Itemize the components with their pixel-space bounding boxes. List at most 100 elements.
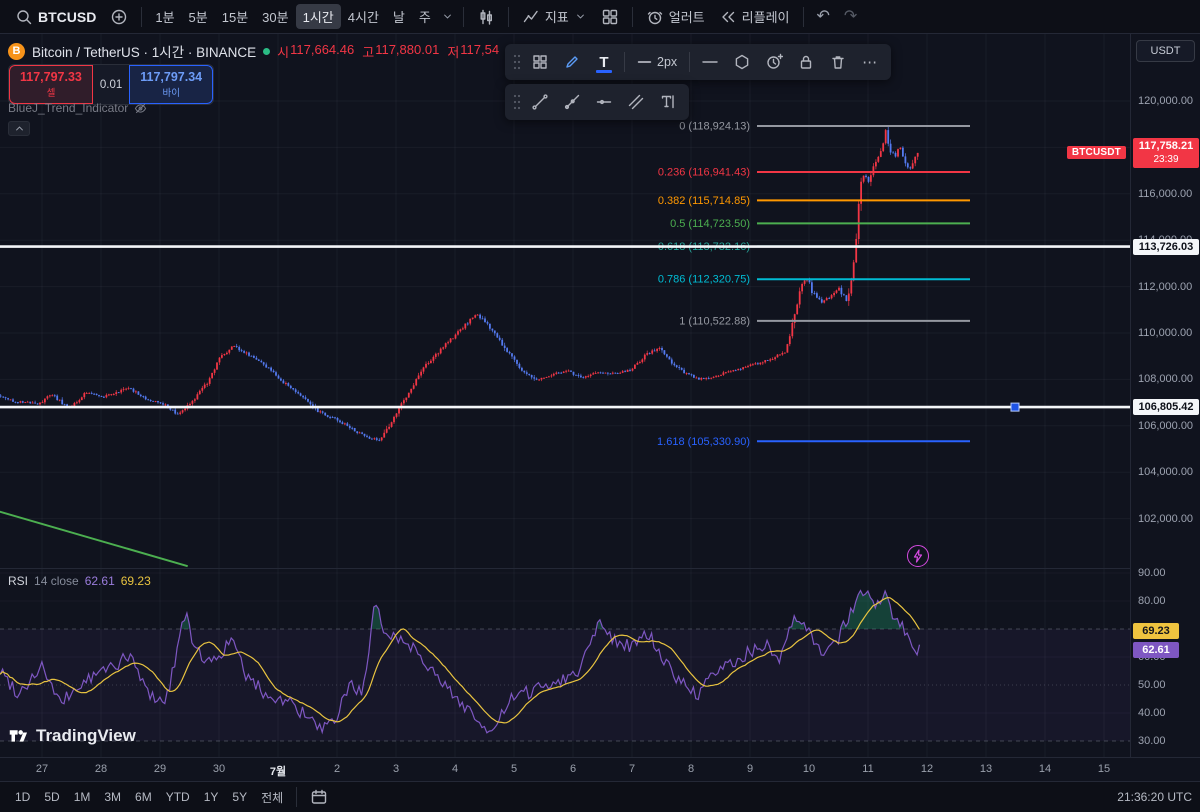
text-color-button[interactable]: T — [589, 47, 619, 77]
time-axis-label: 15 — [1097, 763, 1111, 775]
undo-button[interactable]: ↶ — [810, 6, 837, 28]
line-width-button[interactable]: 2px — [630, 47, 684, 77]
range-button[interactable]: 1M — [67, 787, 98, 807]
line-style-icon — [702, 61, 718, 63]
chart-type-button[interactable] — [470, 5, 502, 29]
indicator-name[interactable]: BlueJ_Trend_Indicator — [8, 101, 129, 115]
market-status-dot[interactable] — [263, 47, 271, 55]
time-axis-label: 29 — [153, 763, 167, 775]
time-axis-label: 11 — [862, 763, 874, 775]
price-axis-label: 106,000.00 — [1138, 420, 1194, 432]
price-axis[interactable]: USDT 120,000.00118,000.00116,000.00114,0… — [1130, 0, 1200, 757]
parallel-channel-tool[interactable] — [621, 87, 651, 117]
symbol-search-button[interactable]: BTCUSD — [8, 5, 103, 29]
settings-button[interactable] — [727, 47, 757, 77]
more-options-button[interactable]: ⋯ — [855, 47, 885, 77]
quick-action-marker[interactable] — [907, 545, 929, 567]
svg-text:1 (110,522.88): 1 (110,522.88) — [679, 315, 750, 327]
text-tool[interactable] — [653, 87, 683, 117]
trend-line-tool[interactable] — [525, 87, 555, 117]
time-axis-label: 14 — [1038, 763, 1052, 775]
horizontal-lines-layer[interactable] — [0, 245, 1130, 412]
sell-button[interactable]: 117,797.33 셀 — [9, 65, 93, 104]
delete-button[interactable] — [823, 47, 853, 77]
eye-off-icon[interactable] — [134, 102, 147, 115]
trend-line-icon — [532, 94, 548, 110]
range-button[interactable]: 6M — [128, 787, 159, 807]
range-button[interactable]: 1D — [8, 787, 37, 807]
tool-templates-button[interactable] — [525, 47, 555, 77]
sell-label: 셀 — [46, 88, 56, 99]
price-axis-label: 112,000.00 — [1138, 281, 1193, 293]
buy-button[interactable]: 117,797.34 바이 — [129, 65, 214, 104]
pencil-icon — [566, 56, 578, 68]
toolbar-divider — [507, 6, 509, 27]
collapse-pane-button[interactable] — [8, 121, 30, 136]
time-axis[interactable]: 27 28 29 30 7월 2 3 4 5 6 7 8 9 10 11 12 13 14 15 — [0, 757, 1200, 781]
clock[interactable]: 21:36:20 UTC — [1117, 790, 1192, 804]
add-symbol-button[interactable] — [103, 5, 135, 29]
trade-panel: 117,797.33 셀 0.01 117,797.34 바이 — [8, 64, 215, 105]
replay-button[interactable]: 리플레이 — [712, 4, 797, 29]
rsi-value: 62.61 — [84, 574, 115, 588]
trend-line-drawing[interactable] — [0, 510, 188, 568]
svg-text:0.382 (115,714.85): 0.382 (115,714.85) — [658, 195, 750, 207]
line-style-button[interactable] — [695, 47, 725, 77]
range-button[interactable]: YTD — [159, 787, 197, 807]
indicators-button[interactable]: 지표 — [515, 4, 594, 29]
replay-label: 리플레이 — [741, 10, 790, 25]
interval-button[interactable]: 주 — [412, 4, 438, 29]
symbol-title[interactable]: Bitcoin / TetherUS · 1시간 · BINANCE — [32, 45, 257, 60]
go-to-date-button[interactable] — [303, 785, 335, 809]
ohlc-values: 시 117,664.46 고 117,880.01 저 117,54 — [277, 42, 499, 61]
plus-circle-icon — [112, 9, 127, 24]
svg-text:0.236 (116,941.43): 0.236 (116,941.43) — [658, 167, 750, 179]
rsi-legend[interactable]: RSI 14 close 62.61 69.23 — [8, 574, 151, 588]
time-axis-label: 8 — [687, 763, 695, 775]
drag-handle[interactable] — [513, 51, 521, 73]
horizontal-line-tool[interactable] — [589, 87, 619, 117]
lightning-icon — [913, 549, 923, 563]
drag-handle[interactable] — [513, 91, 521, 113]
search-icon — [17, 9, 32, 24]
interval-button[interactable]: 1분 — [148, 4, 181, 29]
indicator-legend[interactable]: BlueJ_Trend_Indicator — [8, 101, 147, 115]
tradingview-watermark[interactable]: TradingView — [8, 725, 136, 746]
watermark-text: TradingView — [36, 725, 136, 745]
interval-dropdown-button[interactable] — [438, 7, 457, 26]
trash-icon — [832, 56, 844, 69]
interval-button[interactable]: 날 — [386, 4, 412, 29]
interval-button[interactable]: 4시간 — [341, 4, 386, 29]
range-button[interactable]: 5D — [37, 787, 66, 807]
price-axis-label: 120,000.00 — [1138, 95, 1194, 107]
drawing-toolbar: T 2px ⋯ — [505, 44, 892, 80]
line-width-label: 2px — [657, 55, 678, 69]
alert-button[interactable]: 얼러트 — [639, 4, 712, 29]
time-axis-label: 13 — [979, 763, 993, 775]
currency-toggle[interactable]: USDT — [1136, 40, 1195, 62]
range-button[interactable]: 5Y — [225, 787, 254, 807]
lock-icon — [800, 55, 812, 69]
ray-tool[interactable] — [557, 87, 587, 117]
interval-button[interactable]: 30분 — [255, 4, 295, 29]
line-color-button[interactable] — [557, 47, 587, 77]
fib-retracement-layer[interactable]: 0 (118,924.13) 0.236 (116,941.43) 0.382 (1… — [657, 121, 970, 448]
symbol-price-label[interactable]: BTCUSDT — [1066, 146, 1126, 159]
drag-dots-icon — [513, 94, 521, 110]
add-alert-button[interactable] — [759, 47, 789, 77]
interval-button[interactable]: 1시간 — [295, 4, 341, 29]
line-handle[interactable] — [1010, 402, 1020, 412]
range-button[interactable]: 3M — [97, 787, 128, 807]
grid-layer — [0, 34, 1130, 757]
redo-button[interactable]: ↷ — [837, 6, 864, 28]
interval-button[interactable]: 15분 — [215, 4, 255, 29]
layout-templates-button[interactable] — [594, 5, 626, 29]
range-button[interactable]: 전체 — [254, 786, 290, 809]
lock-button[interactable] — [791, 47, 821, 77]
tradingview-logo-icon — [9, 730, 28, 742]
svg-text:1.618 (105,330.90): 1.618 (105,330.90) — [657, 436, 750, 448]
interval-button[interactable]: 5분 — [182, 4, 215, 29]
rsi-ma-value: 69.23 — [120, 574, 151, 588]
range-button[interactable]: 1Y — [197, 787, 226, 807]
